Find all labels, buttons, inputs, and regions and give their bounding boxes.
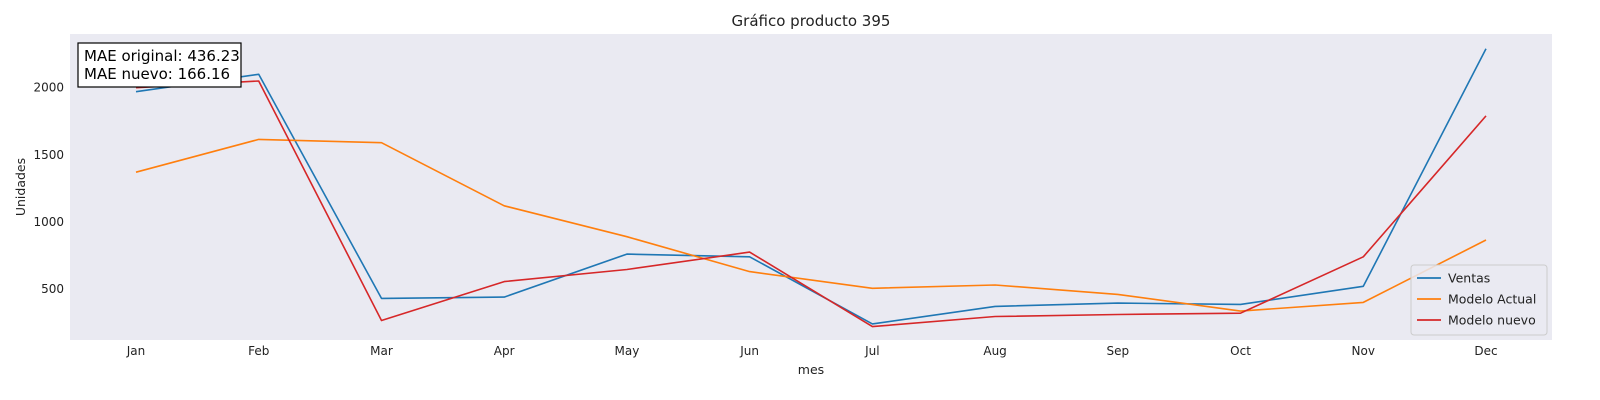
legend: Ventas Modelo Actual Modelo nuevo <box>1410 264 1548 336</box>
mae-annotation-border <box>77 42 242 88</box>
x-tick-label-jun: Jun <box>739 344 759 358</box>
mae-nuevo-text: MAE nuevo: 166.16 <box>84 65 230 83</box>
mae-original-text: MAE original: 436.23 <box>84 47 240 65</box>
x-tick-label-jan: Jan <box>126 344 146 358</box>
plot-area <box>70 34 1552 340</box>
series-lines <box>135 48 1487 328</box>
legend-items: Ventas Modelo Actual Modelo nuevo <box>1417 271 1536 328</box>
mae-annotation-box: MAE original: 436.23 MAE nuevo: 166.16 <box>77 42 242 88</box>
x-tick-label-oct: Oct <box>1230 344 1251 358</box>
legend-label-modelo-actual: Modelo Actual <box>1448 292 1536 307</box>
x-tick-label-jul: Jul <box>864 344 879 358</box>
x-tick-label-nov: Nov <box>1352 344 1375 358</box>
legend-frame <box>1410 264 1548 336</box>
y-tick-label-2000: 2000 <box>33 81 64 95</box>
chart-title: Gráfico producto 395 <box>732 12 891 30</box>
x-tick-label-apr: Apr <box>494 344 515 358</box>
series-line-modelo-nuevo <box>135 80 1487 328</box>
y-axis-label: Unidades <box>13 158 28 216</box>
x-tick-label-feb: Feb <box>248 344 269 358</box>
series-line-modelo-actual <box>135 138 1487 312</box>
x-tick-label-may: May <box>615 344 640 358</box>
x-tick-label-sep: Sep <box>1107 344 1130 358</box>
legend-label-modelo-nuevo: Modelo nuevo <box>1448 313 1536 328</box>
x-axis-label: mes <box>798 362 824 377</box>
y-axis-ticks: 500 1000 1500 2000 <box>33 81 64 296</box>
x-axis-ticks: Jan Feb Mar Apr May Jun Jul Aug Sep Oct Nov Dec <box>126 344 1498 358</box>
series-line-ventas <box>135 48 1487 325</box>
y-tick-label-1000: 1000 <box>33 215 64 229</box>
x-tick-label-mar: Mar <box>370 344 393 358</box>
y-tick-label-1500: 1500 <box>33 148 64 162</box>
legend-label-ventas: Ventas <box>1448 271 1490 286</box>
x-tick-label-aug: Aug <box>983 344 1006 358</box>
x-tick-label-dec: Dec <box>1474 344 1497 358</box>
y-tick-label-500: 500 <box>41 282 64 296</box>
